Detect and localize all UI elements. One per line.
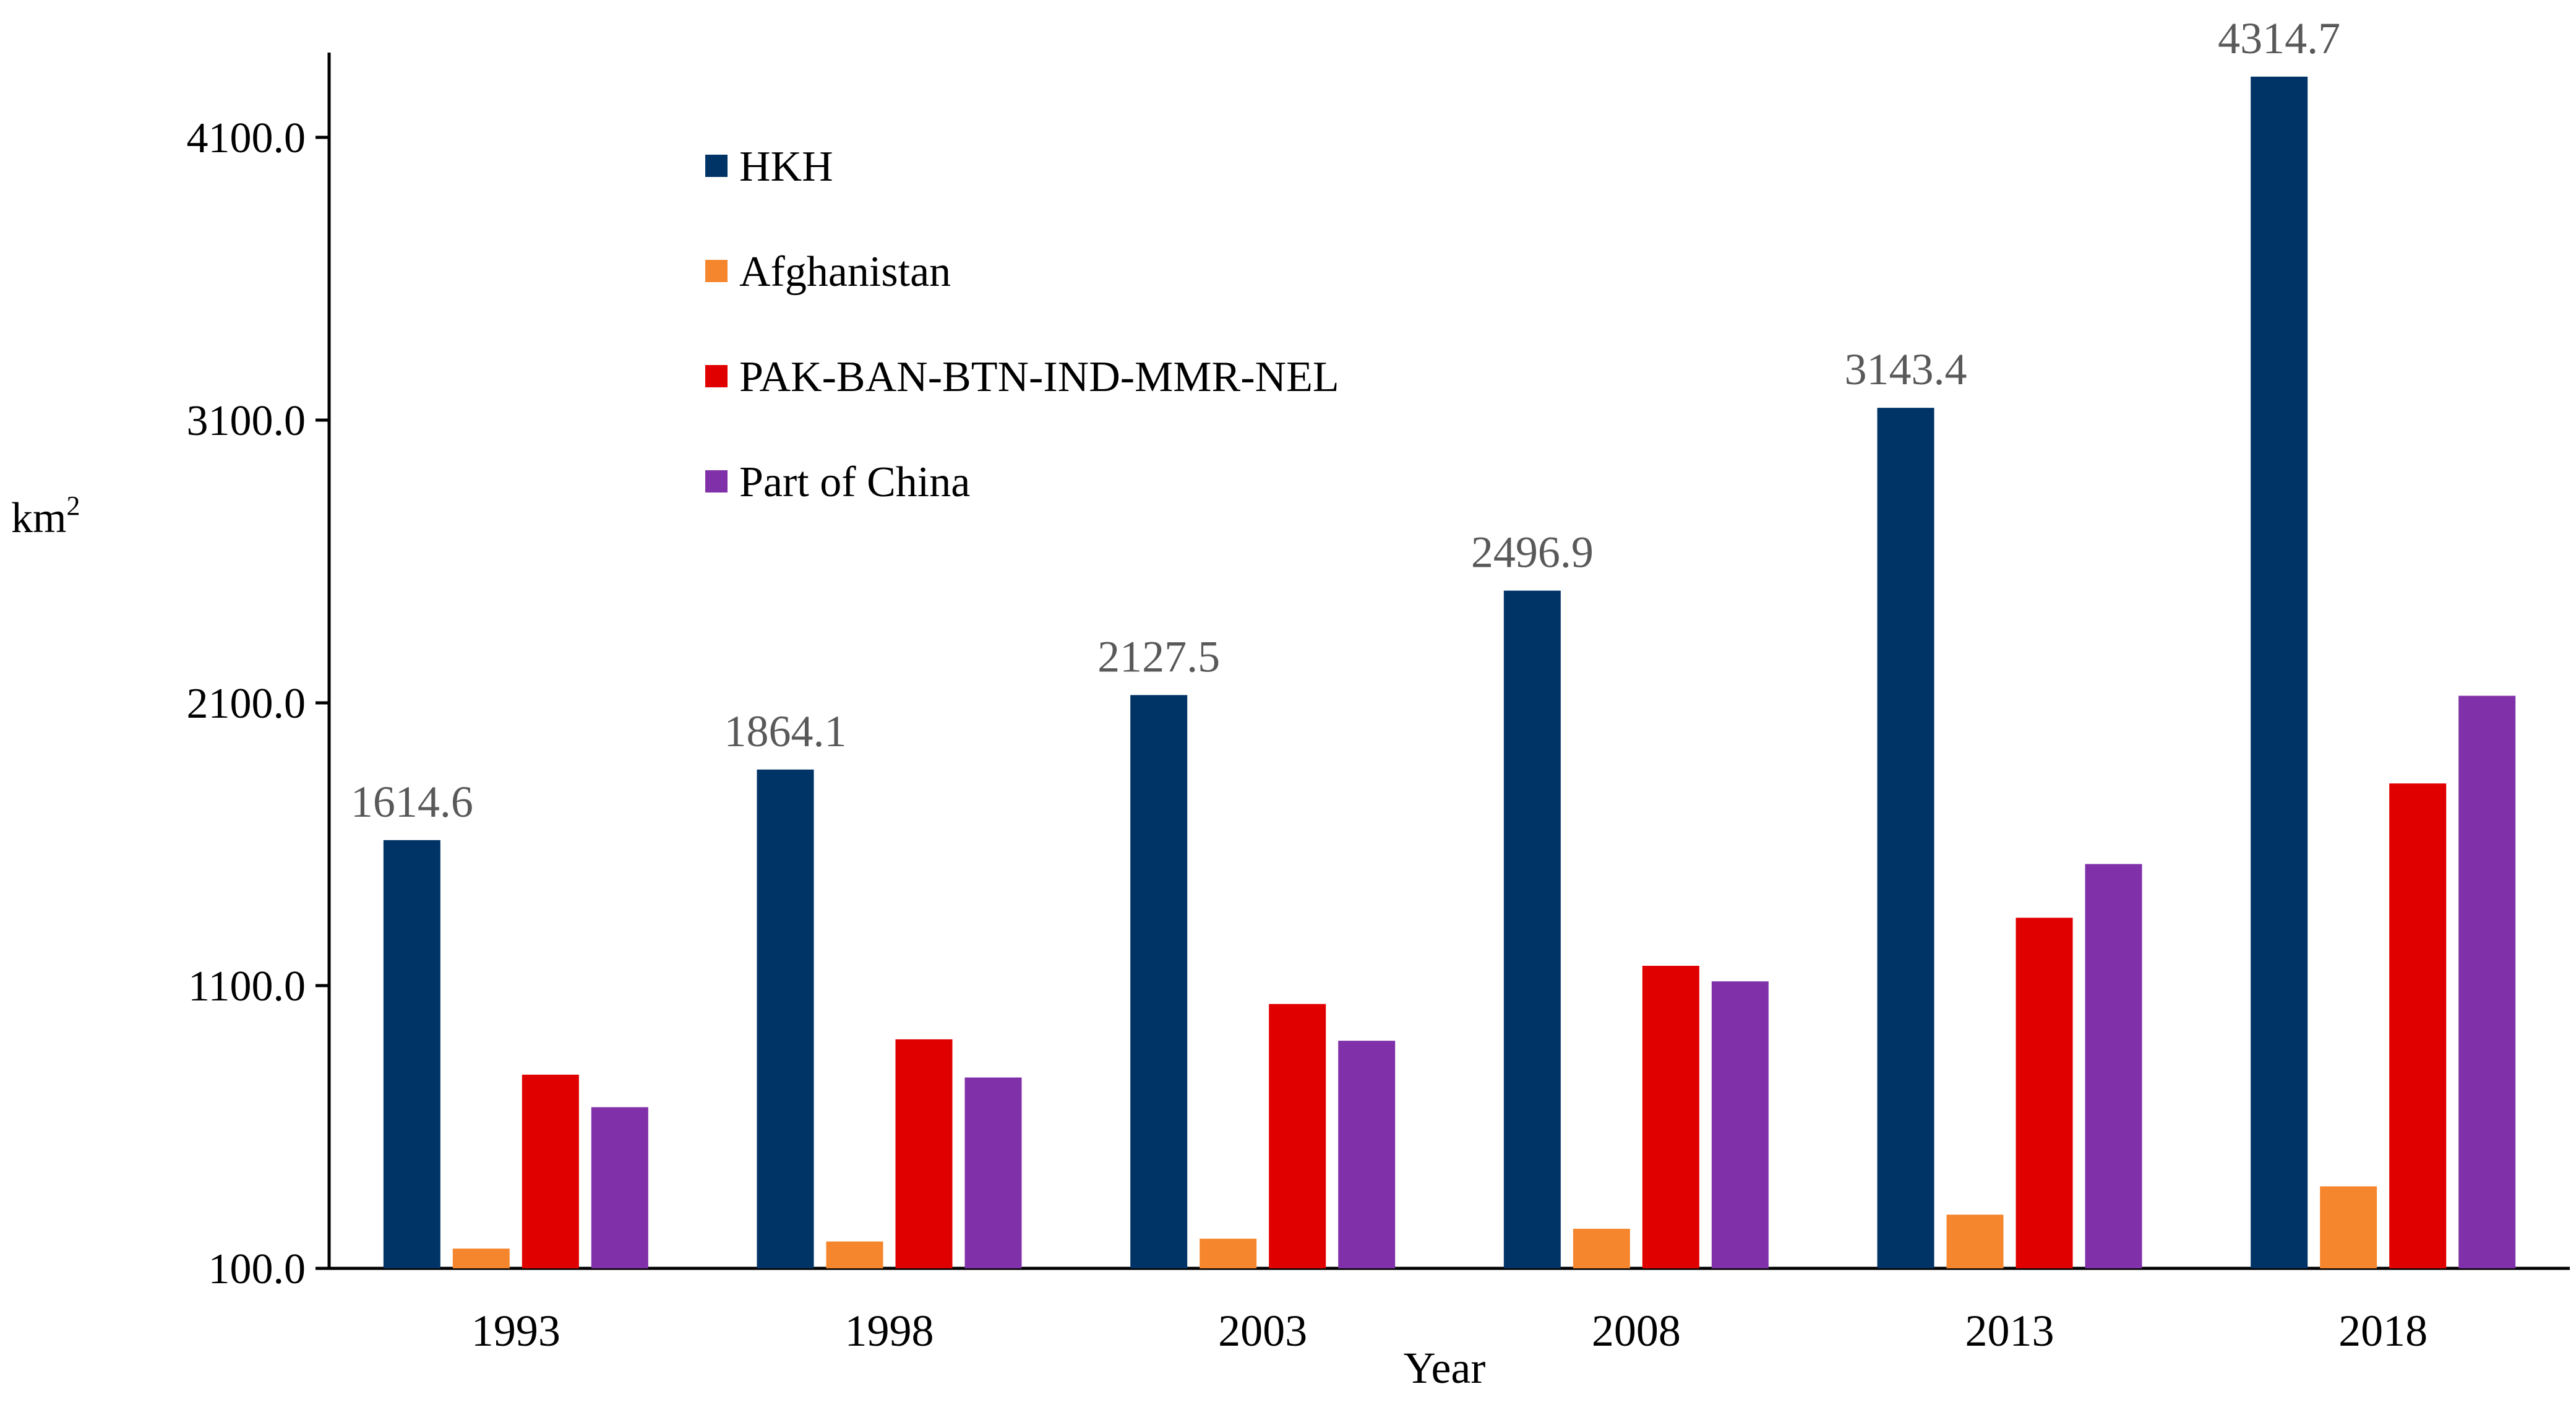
y-ticks: 100.0 1100.0 2100.0 3100.0 4100.0 xyxy=(187,114,329,1293)
legend-label: Part of China xyxy=(739,458,970,506)
bar-hkh-1998 xyxy=(757,769,814,1268)
bar-afghanistan-2013 xyxy=(1946,1215,2004,1268)
data-label: 3143.4 xyxy=(1845,345,1967,394)
bar-afghanistan-2003 xyxy=(1200,1239,1257,1268)
y-axis-label: km2 xyxy=(11,491,80,542)
bar-part-of-china-2018 xyxy=(2458,695,2516,1268)
data-label: 1614.6 xyxy=(351,777,473,827)
bars xyxy=(383,76,2516,1269)
bar-afghanistan-1998 xyxy=(826,1241,883,1268)
legend-label: PAK-BAN-BTN-IND-MMR-NEL xyxy=(739,353,1339,401)
x-tick-label: 1993 xyxy=(471,1306,560,1356)
x-tick-label: 1998 xyxy=(845,1306,934,1356)
data-label: 1864.1 xyxy=(724,707,847,756)
legend: HKH Afghanistan PAK-BAN-BTN-IND-MMR-NEL Par… xyxy=(705,143,1339,506)
legend-label: Afghanistan xyxy=(739,248,951,296)
bar-hkh-2013 xyxy=(1877,408,1934,1268)
bar-part-of-china-1998 xyxy=(964,1077,1022,1268)
bar-part-of-china-1993 xyxy=(591,1107,648,1268)
bar-hkh-2008 xyxy=(1503,590,1561,1268)
y-tick-label: 1100.0 xyxy=(188,963,306,1010)
y-tick-label: 100.0 xyxy=(208,1245,306,1293)
bar-afghanistan-2018 xyxy=(2320,1186,2377,1268)
x-tick-label: 2003 xyxy=(1218,1306,1307,1356)
y-tick-label: 2100.0 xyxy=(187,680,306,728)
data-label: 4314.7 xyxy=(2218,14,2340,63)
bar-hkh-2018 xyxy=(2251,76,2308,1269)
bar-pak-ban-btn-ind-mmr-nel-2008 xyxy=(1642,966,1699,1268)
bar-pak-ban-btn-ind-mmr-nel-1998 xyxy=(895,1039,953,1268)
data-label: 2127.5 xyxy=(1097,632,1220,681)
legend-label: HKH xyxy=(739,143,833,191)
bar-part-of-china-2008 xyxy=(1711,981,1769,1268)
data-label: 2496.9 xyxy=(1471,528,1594,577)
bar-pak-ban-btn-ind-mmr-nel-2018 xyxy=(2389,783,2447,1268)
legend-swatch xyxy=(705,260,728,282)
x-tick-label: 2018 xyxy=(2338,1306,2428,1356)
legend-swatch xyxy=(705,155,728,177)
bar-hkh-1993 xyxy=(383,840,440,1268)
x-tick-label: 2013 xyxy=(1965,1306,2054,1356)
bar-part-of-china-2013 xyxy=(2085,864,2142,1268)
bar-part-of-china-2003 xyxy=(1338,1041,1396,1268)
bar-afghanistan-2008 xyxy=(1573,1229,1630,1268)
x-ticks: 1993 1998 2003 2008 2013 2018 xyxy=(471,1306,2428,1356)
y-tick-label: 3100.0 xyxy=(187,397,306,445)
legend-swatch xyxy=(705,470,728,492)
data-labels: 1614.6 1864.1 2127.5 2496.9 3143.4 4314.7 xyxy=(351,14,2340,827)
bar-pak-ban-btn-ind-mmr-nel-2013 xyxy=(2016,918,2073,1268)
bar-afghanistan-1993 xyxy=(452,1249,510,1268)
bar-pak-ban-btn-ind-mmr-nel-2003 xyxy=(1269,1004,1326,1268)
bar-hkh-2003 xyxy=(1130,695,1188,1268)
bar-pak-ban-btn-ind-mmr-nel-1993 xyxy=(522,1074,579,1268)
y-tick-label: 4100.0 xyxy=(187,114,306,162)
x-tick-label: 2008 xyxy=(1592,1306,1681,1356)
x-axis-label: Year xyxy=(1404,1343,1486,1393)
legend-swatch xyxy=(705,365,728,387)
